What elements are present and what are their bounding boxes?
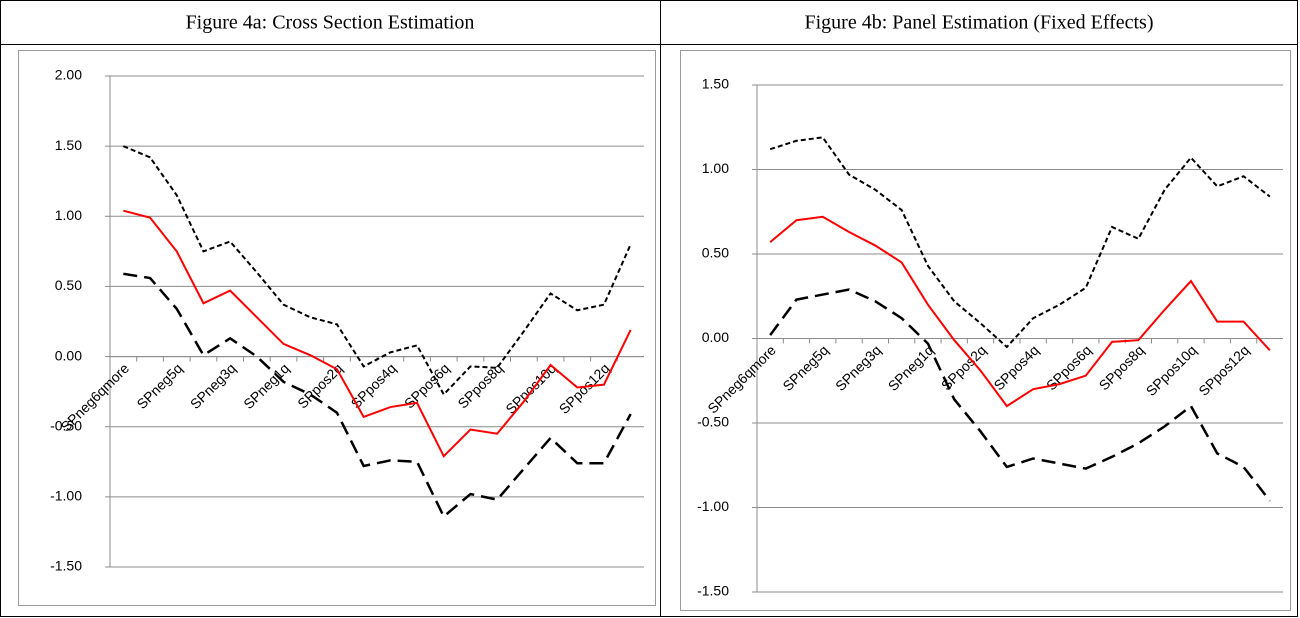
x-tick-label: SPpos10q xyxy=(502,360,559,417)
x-tick-label: SPneg1q xyxy=(885,342,937,394)
x-tick-label: SPneg1q xyxy=(240,360,292,412)
y-tick-label: 2.00 xyxy=(55,67,82,83)
x-tick-label: SPpos2q xyxy=(294,360,345,411)
y-tick-label: 0.00 xyxy=(702,329,729,345)
series-line xyxy=(122,145,632,397)
y-tick-label: -0.50 xyxy=(50,417,82,433)
x-tick-label: SPpos4q xyxy=(990,342,1041,393)
series-line xyxy=(123,209,632,458)
chart-title: Figure 4b: Panel Estimation (Fixed Effec… xyxy=(804,12,1153,34)
y-tick-label: 0.00 xyxy=(55,347,82,363)
chart-frame xyxy=(18,50,656,606)
y-tick-label: 1.00 xyxy=(55,207,82,223)
y-tick-label: 0.50 xyxy=(55,277,82,293)
x-tick-label: SPpos10q xyxy=(1143,342,1200,399)
x-tick-label: SPpos8q xyxy=(1096,342,1147,393)
x-tick-label: SPpos12q xyxy=(1195,342,1252,399)
x-tick-label: SPneg5q xyxy=(779,342,831,394)
series-line xyxy=(123,272,632,519)
series-line xyxy=(769,215,1271,408)
chart-frame xyxy=(680,50,1291,611)
y-tick-label: -1.00 xyxy=(50,488,82,504)
x-tick-label: SPneg6qmore xyxy=(704,342,779,417)
y-tick-label: 1.50 xyxy=(702,76,729,92)
series-line xyxy=(769,288,1271,502)
chart-title: Figure 4a: Cross Section Estimation xyxy=(186,12,475,34)
y-tick-label: 0.50 xyxy=(702,245,729,261)
x-tick-label: SPpos12q xyxy=(556,360,613,417)
x-tick-label: SPpos8q xyxy=(454,360,505,411)
x-tick-label: SPneg3q xyxy=(832,342,884,394)
x-tick-label: SPneg3q xyxy=(187,360,239,412)
y-tick-label: 1.50 xyxy=(55,137,82,153)
x-tick-label: SPneg5q xyxy=(133,360,185,412)
y-tick-label: -0.50 xyxy=(697,414,729,430)
y-tick-label: -1.50 xyxy=(697,583,729,599)
x-tick-label: SPneg6qmore xyxy=(57,360,132,435)
y-tick-label: 1.00 xyxy=(702,160,729,176)
y-tick-label: -1.00 xyxy=(697,498,729,514)
y-tick-label: -1.50 xyxy=(50,558,82,574)
series-line xyxy=(769,136,1271,349)
